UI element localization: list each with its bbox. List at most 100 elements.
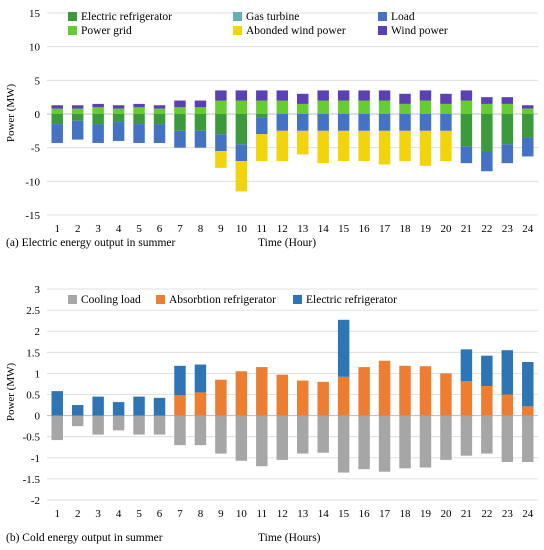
bar-absorbtion-refrigerator — [378, 360, 391, 416]
bar-cooling-load — [276, 415, 288, 460]
bar-load — [194, 130, 207, 148]
bar-absorbtion-refrigerator — [419, 366, 432, 416]
y-tick-label: 1 — [35, 368, 41, 380]
bar-cooling-load — [194, 415, 207, 446]
x-tick-label: 2 — [75, 223, 81, 235]
x-tick-label: 19 — [420, 508, 432, 520]
x-tick-label: 11 — [257, 223, 268, 235]
bar-abonded-wind-power — [378, 130, 391, 165]
b-x-axis-label: Time (Hours) — [258, 532, 321, 544]
bar-load — [174, 130, 186, 148]
bar-load — [276, 114, 288, 131]
bar-wind-power — [481, 97, 493, 104]
bar-absorbtion-refrigerator — [317, 381, 329, 416]
x-tick-label: 21 — [461, 508, 472, 520]
a-caption: (a) Electric energy output in summer — [6, 237, 176, 249]
cold-output-chart: -2-1.5-1-0.500.511.522.53 1 2 3 4 5 6 7 8 9 10 11 1… — [5, 284, 538, 544]
x-tick-label: 7 — [177, 508, 183, 520]
bar-power-grid — [194, 107, 207, 114]
bar-abonded-wind-power — [235, 161, 248, 192]
legend-label-electric-refrigerator: Electric refrigerator — [306, 294, 397, 306]
bar-load — [337, 114, 350, 131]
bar-wind-power — [460, 90, 473, 101]
a-x-axis: 1 2 3 4 5 6 7 8 9 10 11 12 13 14 15 16 17 18 19 20 21 22 23 24 — [54, 223, 533, 235]
b-caption: (b) Cold energy output in summer — [6, 532, 163, 544]
x-tick-label: 23 — [502, 508, 514, 520]
bar-cooling-load — [71, 415, 84, 427]
bar-load — [153, 124, 166, 143]
bar-load — [378, 114, 391, 131]
b-y-axis-label: Power (MW) — [5, 362, 17, 421]
bar-cooling-load — [440, 415, 452, 460]
y-tick-label: -1.5 — [23, 474, 41, 486]
bar-cooling-load — [501, 415, 514, 463]
y-tick-label: -2 — [31, 495, 40, 507]
bar-wind-power — [440, 93, 452, 104]
bar-electric-refrigerator — [460, 114, 473, 147]
x-tick-label: 18 — [400, 508, 412, 520]
bar-cooling-load — [317, 415, 329, 453]
x-tick-label: 22 — [481, 508, 492, 520]
bar-load — [501, 144, 514, 164]
bar-cooling-load — [399, 415, 411, 469]
x-tick-label: 20 — [440, 508, 452, 520]
bar-power-grid — [51, 108, 63, 114]
x-tick-label: 12 — [277, 223, 288, 235]
legend-swatch-wind-power — [378, 26, 387, 35]
x-tick-label: 14 — [318, 508, 330, 520]
a-y-axis-label: Power (MW) — [5, 83, 17, 142]
bar-power-grid — [460, 100, 473, 114]
bar-absorbtion-refrigerator — [460, 380, 473, 416]
bar-wind-power — [337, 90, 350, 101]
bar-wind-power — [358, 90, 370, 101]
bar-load — [235, 144, 248, 162]
bar-electric-refrigerator — [235, 114, 248, 145]
y-tick-label: 3 — [35, 284, 41, 296]
bar-power-grid — [440, 103, 452, 114]
bar-abonded-wind-power — [215, 151, 227, 168]
legend-label-absorbtion-refrigerator: Absorbtion refrigerator — [169, 294, 276, 306]
bar-cooling-load — [153, 415, 166, 435]
bar-electric-refrigerator — [174, 365, 186, 396]
bar-absorbtion-refrigerator — [235, 371, 248, 416]
x-tick-label: 18 — [400, 223, 412, 235]
bar-load — [51, 124, 63, 143]
bar-abonded-wind-power — [276, 130, 288, 162]
bar-power-grid — [71, 108, 84, 114]
bar-electric-refrigerator — [51, 114, 63, 125]
bar-cooling-load — [215, 415, 227, 454]
bar-load — [399, 114, 411, 131]
bar-power-grid — [358, 100, 370, 114]
bar-cooling-load — [51, 415, 63, 441]
x-tick-label: 17 — [379, 223, 391, 235]
y-tick-label: 0 — [35, 411, 41, 423]
bar-cooling-load — [460, 415, 473, 456]
x-tick-label: 13 — [297, 223, 309, 235]
bar-load — [358, 114, 370, 131]
bar-absorbtion-refrigerator — [215, 379, 227, 416]
bar-power-grid — [153, 108, 166, 114]
bar-power-grid — [92, 107, 104, 114]
bar-electric-refrigerator — [92, 114, 104, 125]
bar-electric-refrigerator — [337, 319, 350, 377]
bar-power-grid — [419, 100, 432, 114]
x-tick-label: 8 — [198, 508, 204, 520]
x-tick-label: 19 — [420, 223, 432, 235]
bar-load — [460, 146, 473, 164]
legend-label-abonded-wind-power: Abonded wind power — [246, 25, 346, 37]
bar-wind-power — [399, 93, 411, 104]
bar-wind-power — [215, 90, 227, 101]
y-tick-label: -1 — [31, 453, 40, 465]
bar-cooling-load — [358, 415, 370, 470]
bar-wind-power — [92, 103, 104, 108]
bar-load — [419, 114, 432, 131]
bar-abonded-wind-power — [358, 130, 370, 162]
bar-power-grid — [174, 107, 186, 114]
bar-wind-power — [133, 103, 145, 108]
y-tick-label: -0.5 — [23, 432, 41, 444]
bar-electric-refrigerator — [133, 114, 145, 125]
x-tick-label: 4 — [116, 508, 122, 520]
bar-electric-refrigerator — [256, 114, 268, 118]
bar-wind-power — [419, 90, 432, 101]
